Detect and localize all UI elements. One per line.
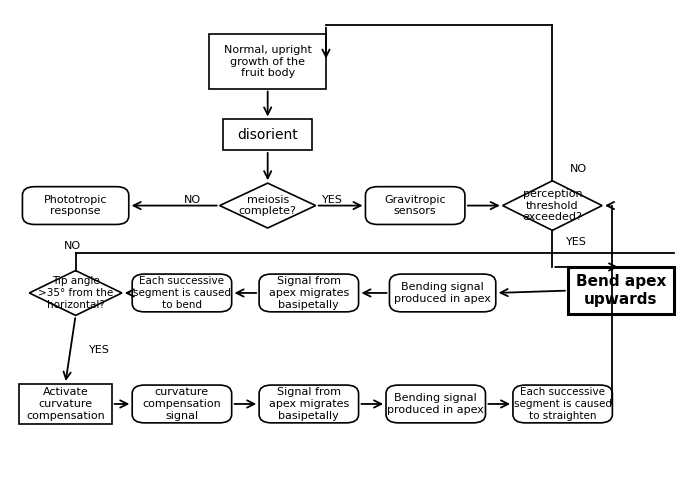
FancyBboxPatch shape <box>209 34 326 89</box>
FancyBboxPatch shape <box>568 267 674 314</box>
Text: Signal from
apex migrates
basipetally: Signal from apex migrates basipetally <box>269 276 349 309</box>
Text: Bending signal
produced in apex: Bending signal produced in apex <box>394 282 491 304</box>
Text: Each successive
segment is caused
to bend: Each successive segment is caused to ben… <box>133 276 231 309</box>
FancyBboxPatch shape <box>365 187 465 225</box>
Text: disorient: disorient <box>237 128 298 142</box>
Text: Bending signal
produced in apex: Bending signal produced in apex <box>387 393 484 415</box>
FancyBboxPatch shape <box>513 385 612 423</box>
Text: Tip angle
>35° from the
horizontal?: Tip angle >35° from the horizontal? <box>38 276 113 309</box>
Polygon shape <box>29 270 122 315</box>
FancyBboxPatch shape <box>389 274 496 312</box>
Text: meiosis
complete?: meiosis complete? <box>239 195 297 216</box>
Text: NO: NO <box>64 241 80 251</box>
Text: Bend apex
upwards: Bend apex upwards <box>576 274 666 307</box>
Text: Activate
curvature
compensation: Activate curvature compensation <box>26 388 105 421</box>
Text: YES: YES <box>323 195 343 205</box>
Text: YES: YES <box>90 345 110 355</box>
Text: perception
threshold
exceeded?: perception threshold exceeded? <box>522 189 582 222</box>
FancyBboxPatch shape <box>223 120 312 150</box>
Polygon shape <box>220 183 316 228</box>
Text: NO: NO <box>183 195 201 205</box>
Text: Normal, upright
growth of the
fruit body: Normal, upright growth of the fruit body <box>224 45 312 78</box>
FancyBboxPatch shape <box>386 385 486 423</box>
Polygon shape <box>503 181 602 230</box>
Text: Gravitropic
sensors: Gravitropic sensors <box>384 195 446 216</box>
Text: Phototropic
response: Phototropic response <box>44 195 107 216</box>
FancyBboxPatch shape <box>132 274 232 312</box>
Text: YES: YES <box>566 237 587 247</box>
FancyBboxPatch shape <box>132 385 232 423</box>
Text: Signal from
apex migrates
basipetally: Signal from apex migrates basipetally <box>269 388 349 421</box>
Text: curvature
compensation
signal: curvature compensation signal <box>143 388 221 421</box>
FancyBboxPatch shape <box>19 384 111 424</box>
Text: NO: NO <box>570 164 587 174</box>
FancyBboxPatch shape <box>22 187 129 225</box>
FancyBboxPatch shape <box>259 385 358 423</box>
Text: Each successive
segment is caused
to straighten: Each successive segment is caused to str… <box>514 388 612 421</box>
FancyBboxPatch shape <box>259 274 358 312</box>
